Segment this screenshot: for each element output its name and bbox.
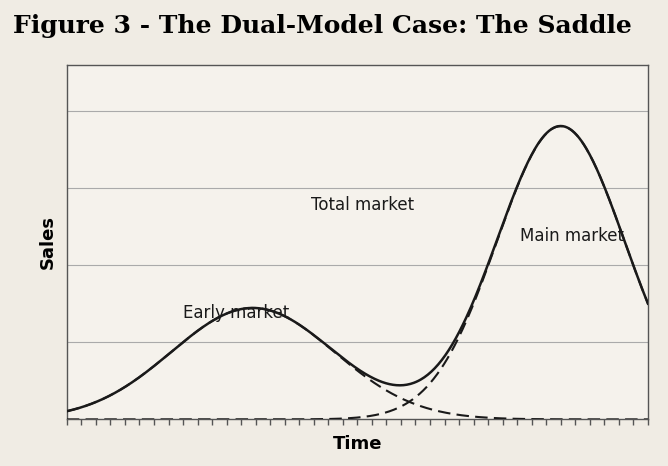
X-axis label: Time: Time — [333, 435, 382, 453]
Y-axis label: Sales: Sales — [38, 215, 56, 269]
Text: Main market: Main market — [520, 227, 624, 245]
Text: Figure 3 - The Dual-Model Case: The Saddle: Figure 3 - The Dual-Model Case: The Sadd… — [13, 14, 632, 38]
Text: Total market: Total market — [311, 196, 414, 214]
Text: Early market: Early market — [183, 304, 289, 322]
